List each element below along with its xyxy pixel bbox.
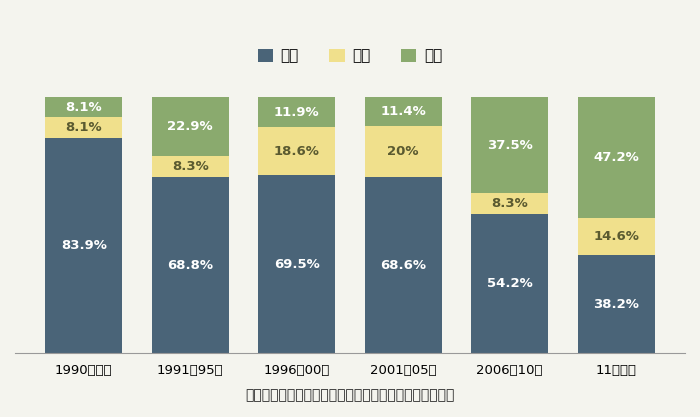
Text: 18.6%: 18.6% bbox=[274, 145, 320, 158]
Bar bbox=[258, 175, 335, 354]
Text: 8.1%: 8.1% bbox=[66, 100, 102, 113]
Text: 47.2%: 47.2% bbox=[594, 151, 639, 164]
Text: 8.3%: 8.3% bbox=[491, 197, 528, 210]
Text: 11.9%: 11.9% bbox=[274, 106, 320, 119]
Bar bbox=[578, 97, 654, 218]
Bar bbox=[152, 177, 229, 354]
Bar bbox=[152, 156, 229, 177]
Bar bbox=[152, 97, 229, 156]
Text: 37.5%: 37.5% bbox=[487, 138, 533, 151]
Bar bbox=[471, 193, 548, 214]
Bar bbox=[258, 128, 335, 175]
Text: 68.8%: 68.8% bbox=[167, 259, 214, 272]
Text: 69.5%: 69.5% bbox=[274, 258, 320, 271]
Bar bbox=[46, 118, 122, 138]
Bar bbox=[258, 97, 335, 128]
Text: 38.2%: 38.2% bbox=[594, 298, 639, 311]
Bar bbox=[471, 214, 548, 354]
Bar bbox=[471, 97, 548, 193]
Text: 14.6%: 14.6% bbox=[594, 230, 639, 243]
Text: 83.9%: 83.9% bbox=[61, 239, 106, 252]
Bar bbox=[46, 97, 122, 118]
Text: 8.1%: 8.1% bbox=[66, 121, 102, 134]
Bar bbox=[365, 97, 442, 126]
Legend: 黒字, 均衡, 赤字: 黒字, 均衡, 赤字 bbox=[251, 43, 449, 70]
Text: 20%: 20% bbox=[388, 145, 419, 158]
Bar bbox=[578, 218, 654, 256]
Text: 54.2%: 54.2% bbox=[487, 277, 533, 291]
Text: 22.9%: 22.9% bbox=[167, 120, 213, 133]
Text: 68.6%: 68.6% bbox=[380, 259, 426, 272]
Bar bbox=[46, 138, 122, 354]
Bar bbox=[365, 178, 442, 354]
Text: 8.3%: 8.3% bbox=[172, 160, 209, 173]
X-axis label: インドネシアに進出している日系企楮の営業利益見込み: インドネシアに進出している日系企楮の営業利益見込み bbox=[245, 388, 455, 402]
Text: 11.4%: 11.4% bbox=[380, 105, 426, 118]
Bar bbox=[365, 126, 442, 178]
Bar bbox=[578, 256, 654, 354]
